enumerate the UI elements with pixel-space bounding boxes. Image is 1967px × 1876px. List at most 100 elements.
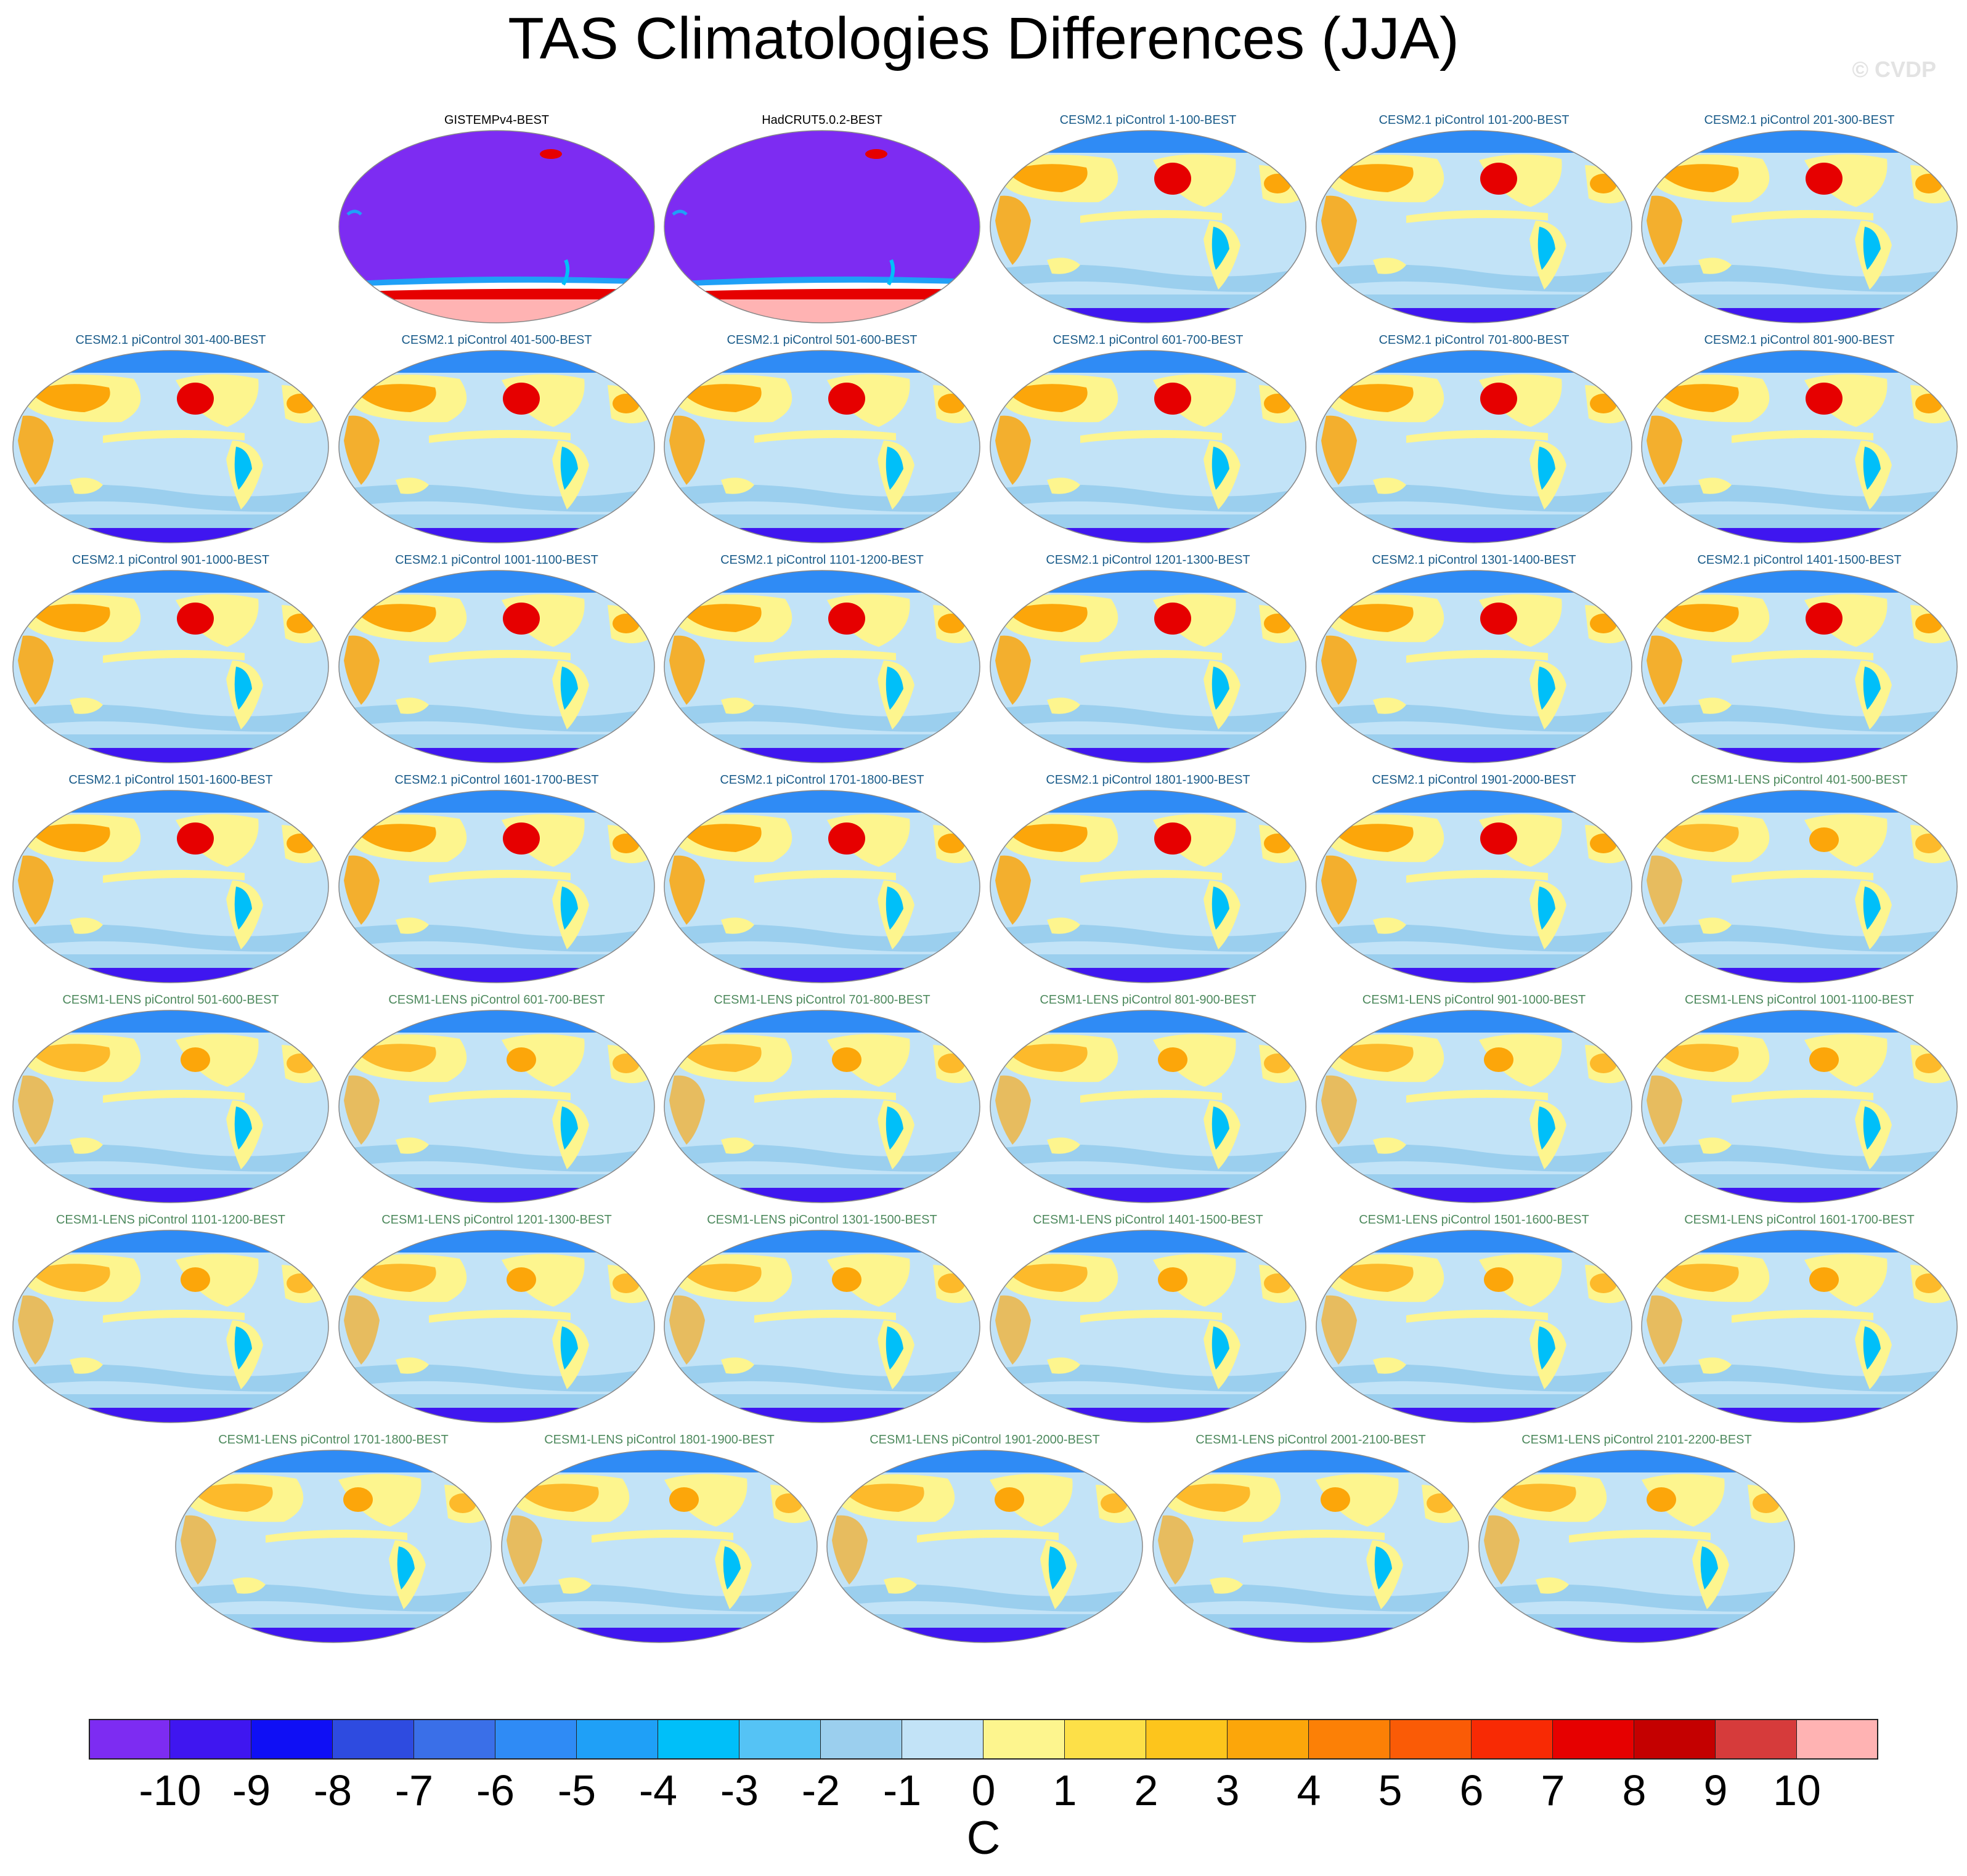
map-panel: CESM1-LENS piControl 801-900-BEST (988, 992, 1308, 1204)
tas-difference-map (1641, 1010, 1958, 1203)
tas-difference-map (1316, 570, 1632, 763)
map-panel: CESM1-LENS piControl 2001-2100-BEST (1150, 1432, 1471, 1644)
tas-difference-map (664, 570, 980, 763)
map-panel: CESM2.1 piControl 501-600-BEST (662, 332, 982, 545)
tas-difference-map (990, 570, 1306, 763)
map-panel: CESM2.1 piControl 1701-1800-BEST (662, 772, 982, 985)
colorbar-tick-label: 1 (1053, 1766, 1077, 1814)
map-panel-title: CESM2.1 piControl 801-900-BEST (1704, 333, 1895, 347)
map-panel: CESM2.1 piControl 101-200-BEST (1314, 112, 1634, 325)
tas-difference-map (990, 1010, 1306, 1203)
tas-difference-map (990, 130, 1306, 323)
tas-difference-map (12, 1010, 329, 1203)
colorbar-tick-label: -1 (882, 1766, 922, 1814)
map-panel: CESM1-LENS piControl 1601-1700-BEST (1639, 1212, 1960, 1424)
map-panel-title: CESM1-LENS piControl 1401-1500-BEST (1033, 1213, 1263, 1227)
colorbar-box (1146, 1719, 1228, 1760)
map-panel-title: CESM2.1 piControl 601-700-BEST (1053, 333, 1244, 347)
map-panel: CESM2.1 piControl 901-1000-BEST (10, 552, 331, 765)
colorbar-tick-label: 8 (1622, 1766, 1647, 1814)
tas-difference-map (990, 350, 1306, 543)
colorbar-box (89, 1719, 170, 1760)
map-panel-grid: GISTEMPv4-BEST HadCRUT5.0.2-BEST CESM2.1 p… (10, 112, 1960, 1644)
map-panel-title: CESM1-LENS piControl 1901-2000-BEST (869, 1433, 1100, 1447)
tas-difference-map (338, 350, 655, 543)
map-panel-title: CESM2.1 piControl 1901-2000-BEST (1372, 773, 1576, 787)
map-panel: CESM1-LENS piControl 1101-1200-BEST (10, 1212, 331, 1424)
colorbar-tick-label: 5 (1378, 1766, 1403, 1814)
tas-difference-map (1316, 350, 1632, 543)
colorbar-tick-label: -6 (476, 1766, 515, 1814)
map-panel-title: CESM1-LENS piControl 1201-1300-BEST (381, 1213, 612, 1227)
map-panel: CESM2.1 piControl 301-400-BEST (10, 332, 331, 545)
colorbar-tick-label: 0 (971, 1766, 996, 1814)
map-panel-title: CESM2.1 piControl 1801-1900-BEST (1046, 773, 1250, 787)
map-panel-title: CESM2.1 piControl 1701-1800-BEST (720, 773, 924, 787)
map-panel: CESM1-LENS piControl 1201-1300-BEST (336, 1212, 657, 1424)
colorbar-box (1390, 1719, 1472, 1760)
page-title: TAS Climatologies Differences (JJA) (508, 6, 1459, 71)
map-panel-title: CESM1-LENS piControl 2001-2100-BEST (1195, 1433, 1426, 1447)
map-panel-title: CESM1-LENS piControl 601-700-BEST (388, 993, 605, 1007)
colorbar-tick-label: -5 (557, 1766, 597, 1814)
colorbar-tick-label: 4 (1297, 1766, 1321, 1814)
map-panel-title: CESM2.1 piControl 1501-1600-BEST (68, 773, 273, 787)
colorbar-box (1797, 1719, 1878, 1760)
cvdp-watermark: © CVDP (1852, 57, 1936, 82)
map-panel: CESM1-LENS piControl 401-500-BEST (1639, 772, 1960, 985)
colorbar-box (1472, 1719, 1553, 1760)
tas-difference-map (664, 130, 980, 323)
colorbar-box (984, 1719, 1065, 1760)
tas-difference-map (338, 570, 655, 763)
tas-difference-map (1641, 1230, 1958, 1423)
map-panel-title: CESM2.1 piControl 101-200-BEST (1379, 113, 1570, 127)
colorbar-tick-label: 3 (1215, 1766, 1240, 1814)
map-panel-title: CESM1-LENS piControl 901-1000-BEST (1362, 993, 1586, 1007)
map-panel-title: CESM2.1 piControl 701-800-BEST (1379, 333, 1570, 347)
colorbar-units-label: C (966, 1812, 1001, 1864)
colorbar-box (1228, 1719, 1309, 1760)
tas-difference-map (338, 1230, 655, 1423)
tas-difference-map (338, 790, 655, 983)
colorbar-box (333, 1719, 414, 1760)
map-panel: GISTEMPv4-BEST (336, 112, 657, 325)
map-panel: CESM2.1 piControl 1901-2000-BEST (1314, 772, 1634, 985)
colorbar-box (577, 1719, 658, 1760)
map-panel: CESM1-LENS piControl 701-800-BEST (662, 992, 982, 1204)
colorbar-box (251, 1719, 333, 1760)
tas-difference-map (1478, 1450, 1795, 1643)
tas-difference-map (12, 790, 329, 983)
map-panel: CESM2.1 piControl 1501-1600-BEST (10, 772, 331, 985)
map-panel: CESM2.1 piControl 201-300-BEST (1639, 112, 1960, 325)
map-panel: CESM2.1 piControl 1401-1500-BEST (1639, 552, 1960, 765)
colorbar-box (902, 1719, 984, 1760)
map-panel: CESM1-LENS piControl 501-600-BEST (10, 992, 331, 1204)
tas-difference-map (990, 1230, 1306, 1423)
map-panel-title: CESM2.1 piControl 1101-1200-BEST (720, 553, 924, 567)
colorbar-box (1065, 1719, 1146, 1760)
map-panel-title: CESM1-LENS piControl 801-900-BEST (1040, 993, 1256, 1007)
map-panel-title: CESM2.1 piControl 1001-1100-BEST (395, 553, 598, 567)
tas-difference-map (664, 1010, 980, 1203)
map-panel-title: HadCRUT5.0.2-BEST (762, 113, 882, 127)
colorbar-frame (89, 1719, 1878, 1760)
map-panel-title: CESM1-LENS piControl 1001-1100-BEST (1684, 993, 1915, 1007)
tas-difference-map (12, 350, 329, 543)
colorbar-box (170, 1719, 251, 1760)
map-panel: CESM2.1 piControl 401-500-BEST (336, 332, 657, 545)
tas-difference-map (1641, 570, 1958, 763)
colorbar-box (1309, 1719, 1390, 1760)
colorbar-tick-label: -7 (394, 1766, 434, 1814)
map-panel: CESM1-LENS piControl 1701-1800-BEST (173, 1432, 494, 1644)
tas-difference-map (501, 1450, 818, 1643)
map-panel: CESM2.1 piControl 601-700-BEST (988, 332, 1308, 545)
map-panel-title: CESM1-LENS piControl 1301-1500-BEST (707, 1213, 937, 1227)
colorbar-box (1634, 1719, 1716, 1760)
colorbar-box (1553, 1719, 1634, 1760)
map-panel-title: CESM2.1 piControl 401-500-BEST (401, 333, 592, 347)
map-panel: CESM2.1 piControl 801-900-BEST (1639, 332, 1960, 545)
colorbar-tick-label: -8 (313, 1766, 352, 1814)
map-panel: CESM2.1 piControl 1201-1300-BEST (988, 552, 1308, 765)
colorbar-tick-label: 10 (1773, 1766, 1821, 1814)
map-panel: CESM1-LENS piControl 901-1000-BEST (1314, 992, 1634, 1204)
